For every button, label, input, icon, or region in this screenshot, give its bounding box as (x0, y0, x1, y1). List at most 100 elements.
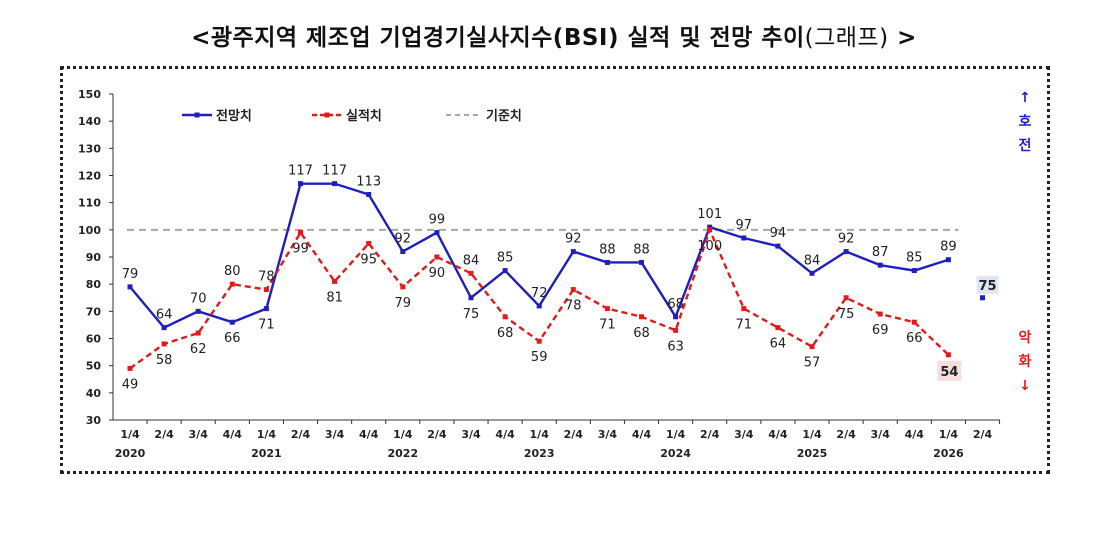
forecast-point (775, 243, 781, 249)
forecast-point (877, 262, 883, 268)
actual-point (911, 319, 917, 325)
y-tick-label: 50 (86, 360, 102, 373)
actual-data-label: 95 (360, 252, 377, 267)
year-label: 2025 (797, 447, 828, 460)
x-tick-label: 2/4 (700, 428, 720, 441)
actual-data-label: 80 (224, 264, 241, 279)
forecast-data-label: 94 (770, 226, 787, 241)
forecast-data-label: 85 (497, 251, 514, 266)
x-tick-label: 4/4 (495, 428, 515, 441)
side-indicator-down-0: 악 (1019, 329, 1032, 346)
forecast-point (707, 224, 713, 230)
actual-data-label: 78 (565, 299, 582, 314)
actual-point (434, 254, 440, 260)
actual-point (775, 325, 781, 331)
actual-point (263, 287, 269, 293)
x-tick-label: 3/4 (325, 428, 345, 441)
side-indicator-up-2: 전 (1019, 137, 1032, 154)
forecast-point (127, 284, 133, 290)
actual-data-label: 71 (736, 318, 753, 333)
x-tick-label: 2/4 (973, 428, 993, 441)
actual-point (809, 344, 815, 350)
actual-data-label: 66 (906, 331, 923, 346)
forecast-point (604, 259, 610, 265)
y-tick-label: 40 (86, 387, 102, 400)
forecast-data-label: 89 (940, 240, 957, 255)
x-tick-label: 2/4 (427, 428, 447, 441)
forecast-data-label: 92 (838, 232, 855, 247)
forecast-point (195, 308, 201, 314)
actual-data-label: 79 (395, 296, 412, 311)
actual-last-highlight (937, 360, 962, 381)
legend-forecast-label: 전망치 (216, 108, 252, 124)
actual-point (536, 338, 542, 344)
x-tick-label: 2/4 (291, 428, 311, 441)
forecast-point (366, 192, 372, 198)
side-indicator-down-1: 화 (1019, 354, 1032, 370)
y-tick-label: 70 (86, 305, 102, 318)
actual-data-label: 84 (463, 253, 480, 268)
legend-forecast-marker (194, 112, 200, 118)
actual-data-label: 75 (838, 307, 855, 322)
x-tick-label: 1/4 (257, 428, 277, 441)
x-tick-label: 3/4 (871, 428, 891, 441)
y-tick-label: 150 (78, 88, 101, 101)
actual-point (945, 352, 951, 358)
forecast-data-label: 85 (906, 251, 923, 266)
actual-point (843, 295, 849, 301)
forecast-point (741, 235, 747, 241)
actual-point (639, 314, 644, 320)
forecast-point (400, 249, 406, 255)
forecast-data-label: 72 (531, 286, 548, 301)
x-tick-label: 3/4 (189, 428, 209, 441)
legend-actual-marker (324, 112, 330, 118)
x-tick-label: 2/4 (564, 428, 584, 441)
actual-data-label: 63 (667, 339, 684, 354)
actual-point (604, 306, 610, 312)
actual-point (877, 311, 883, 317)
x-tick-label: 1/4 (666, 428, 686, 441)
y-tick-label: 60 (86, 333, 102, 346)
forecast-data-label: 88 (633, 242, 650, 257)
x-tick-label: 1/4 (120, 428, 140, 441)
x-tick-label: 4/4 (632, 428, 652, 441)
year-label: 2020 (115, 447, 146, 460)
actual-data-label: 69 (872, 323, 889, 338)
x-tick-label: 4/4 (359, 428, 379, 441)
actual-data-label: 64 (770, 337, 787, 352)
forecast-point (263, 306, 269, 312)
x-tick-label: 1/4 (939, 428, 959, 441)
forecast-data-label: 113 (356, 175, 381, 190)
year-label: 2026 (933, 447, 964, 460)
forecast-point (673, 314, 679, 320)
year-label: 2023 (524, 447, 555, 460)
x-tick-label: 4/4 (768, 428, 788, 441)
forecast-data-label: 70 (190, 291, 207, 306)
legend-actual-label: 실적치 (346, 108, 382, 124)
forecast-point (809, 270, 815, 276)
forecast-data-label: 84 (804, 253, 821, 268)
year-label: 2021 (251, 447, 282, 460)
y-tick-label: 30 (86, 414, 102, 427)
forecast-data-label: 71 (258, 318, 275, 333)
chart-frame (60, 66, 1050, 474)
y-tick-label: 140 (78, 115, 101, 128)
chart-title-paren: (그래프) (804, 25, 889, 51)
actual-point (400, 284, 406, 290)
actual-data-label: 78 (258, 270, 275, 285)
forecast-point (536, 303, 542, 309)
actual-point (127, 365, 133, 371)
actual-point (161, 341, 167, 347)
forecast-data-label: 92 (565, 232, 582, 247)
legend-baseline-label: 기준치 (486, 108, 522, 124)
forecast-point (945, 257, 951, 263)
forecast-data-label: 88 (599, 242, 616, 257)
forecast-data-label: 68 (667, 297, 684, 312)
x-tick-label: 2/4 (836, 428, 856, 441)
actual-point (707, 227, 713, 233)
forecast-point (332, 181, 338, 187)
forecast-point (639, 259, 644, 265)
actual-data-label: 71 (599, 318, 616, 333)
year-label: 2024 (660, 447, 691, 460)
x-tick-label: 4/4 (223, 428, 243, 441)
